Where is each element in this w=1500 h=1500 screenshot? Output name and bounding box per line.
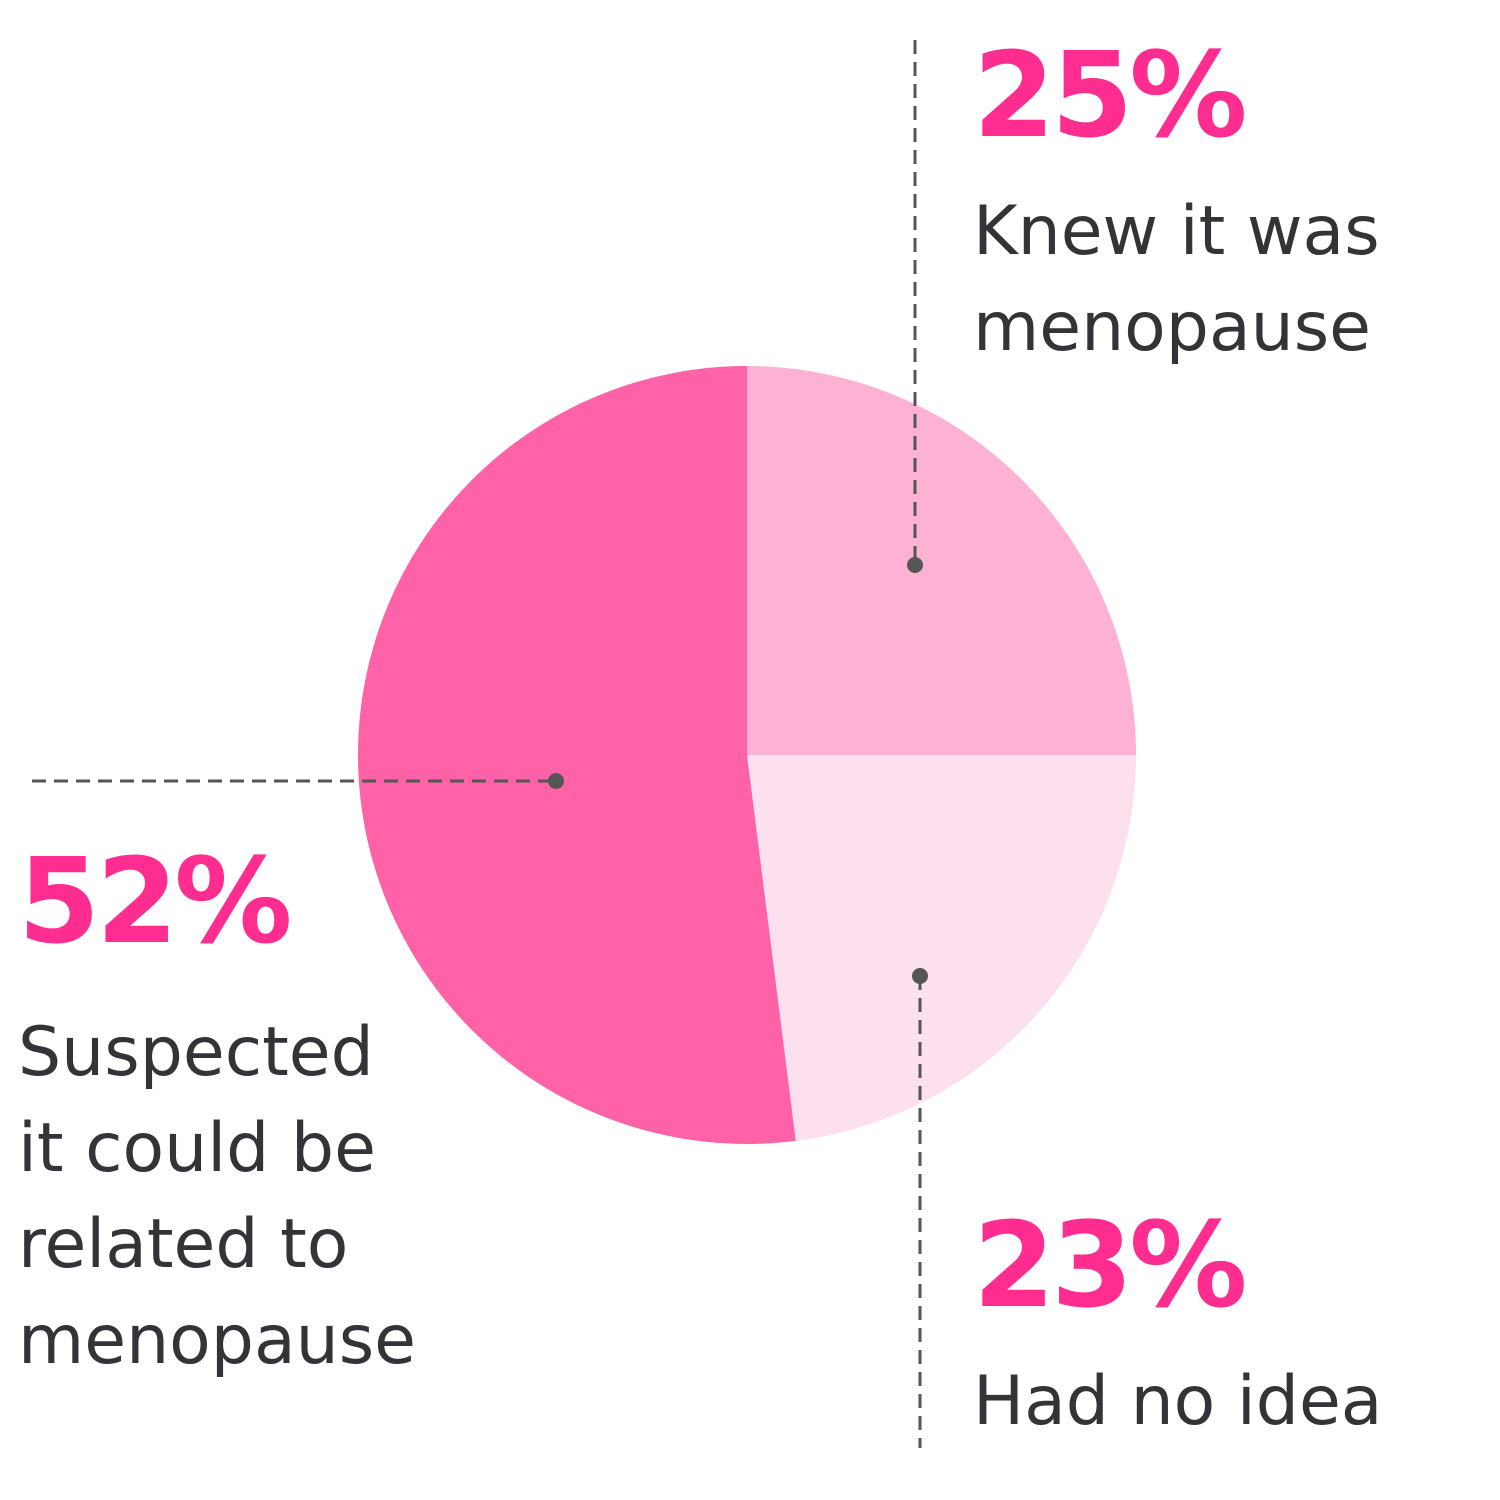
slice-0-percent: 25% bbox=[973, 26, 1247, 164]
slice-2-label-line-4: menopause bbox=[18, 1301, 416, 1380]
slice-2-label-line-3: related to bbox=[18, 1205, 349, 1284]
slice-0-label-line-2: menopause bbox=[973, 288, 1371, 367]
slice-0-label: Knew it was menopause bbox=[973, 184, 1380, 376]
leader-dot-2 bbox=[548, 773, 564, 789]
slice-2-label-line-1: Suspected bbox=[18, 1013, 374, 1092]
slice-1-label-line-1: Had no idea bbox=[973, 1362, 1383, 1441]
pie-slice-1 bbox=[747, 755, 1136, 1141]
slice-2-label: Suspected it could be related to menopau… bbox=[18, 1005, 416, 1389]
slice-2-label-line-2: it could be bbox=[18, 1109, 376, 1188]
pie-slice-2 bbox=[357, 366, 796, 1144]
slice-1-percent: 23% bbox=[973, 1196, 1247, 1334]
slice-2-percent: 52% bbox=[18, 832, 292, 970]
leader-line-0 bbox=[907, 40, 923, 573]
leader-dot-1 bbox=[912, 968, 928, 984]
pie-slice-0 bbox=[747, 366, 1136, 755]
leader-dot-0 bbox=[907, 557, 923, 573]
leader-line-2 bbox=[32, 773, 564, 789]
slice-0-label-line-1: Knew it was bbox=[973, 192, 1380, 271]
slice-1-label: Had no idea bbox=[973, 1354, 1382, 1450]
leader-line-1 bbox=[912, 968, 928, 1448]
